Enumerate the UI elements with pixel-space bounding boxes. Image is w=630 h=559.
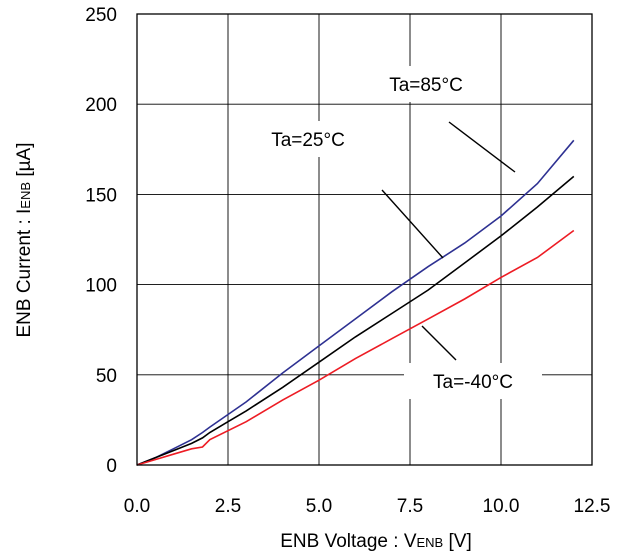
annotation-leader-ta-25-c — [381, 189, 444, 259]
x-tick-label: 5.0 — [306, 496, 332, 517]
series-line-ta-25-c — [136, 175, 575, 466]
y-tick-label: 250 — [85, 5, 117, 26]
ticks: 0.0 2.5 5.0 7.5 10.0 12.5 0 50 100 150 200 250 — [85, 5, 610, 517]
plot-frame — [136, 13, 593, 466]
x-axis-title: ENB Voltage : VENB [V] — [280, 531, 472, 552]
annotation-bg-ta-25-c — [248, 121, 368, 157]
annotation-bg-ta-40-c — [404, 363, 542, 399]
x-tick-label: 10.0 — [483, 496, 520, 517]
y-tick-label: 100 — [85, 276, 117, 297]
series-layer — [136, 139, 575, 466]
annotation-leader-ta-40-c — [421, 325, 457, 361]
y-tick-label: 50 — [96, 366, 117, 387]
y-tick-label: 200 — [85, 95, 117, 116]
x-tick-label: 12.5 — [574, 496, 611, 517]
x-tick-label: 0.0 — [124, 496, 150, 517]
annotation-leader-ta-85-c — [448, 121, 516, 173]
annotation-bg-ta-85-c — [360, 66, 492, 102]
x-tick-label: 2.5 — [215, 496, 241, 517]
annotation-label-ta-85-c: Ta=85°C — [389, 75, 463, 96]
annotation-label-ta-40-c: Ta=-40°C — [433, 372, 513, 393]
x-tick-label: 7.5 — [397, 496, 423, 517]
annotation-label-ta-25-c: Ta=25°C — [271, 130, 345, 151]
y-tick-label: 150 — [85, 185, 117, 206]
y-axis-title: ENB Current : IENB [µA] — [14, 142, 35, 337]
y-tick-label: 0 — [106, 456, 117, 477]
series-line-ta-40-c — [136, 229, 575, 466]
series-line-ta-85-c — [136, 139, 575, 466]
annotations: Ta=85°C Ta=25°C Ta=-40°C — [248, 66, 542, 399]
